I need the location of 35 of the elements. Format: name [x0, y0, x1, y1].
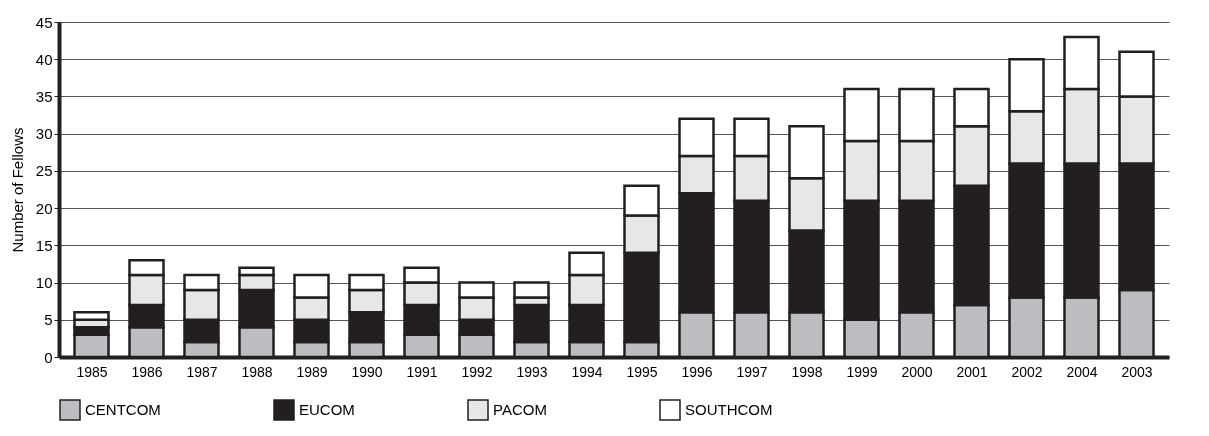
- x-tick-label: 1991: [406, 363, 438, 380]
- legend-label: PACOM: [493, 401, 547, 418]
- x-tick-label: 1988: [241, 363, 273, 380]
- x-tick-label: 1997: [736, 363, 768, 380]
- y-tick-label: 0: [44, 348, 53, 366]
- x-tick-label: 1993: [516, 363, 548, 380]
- x-tick-label: 1990: [351, 363, 383, 380]
- x-tick-label: 1986: [131, 363, 163, 380]
- y-tick-label: 35: [35, 87, 53, 105]
- x-tick-label: 1989: [296, 363, 328, 380]
- y-tick-label: 20: [35, 199, 53, 217]
- y-tick-label: 30: [35, 125, 53, 143]
- x-tick-label: 1985: [76, 363, 108, 380]
- y-tick-label: 5: [44, 311, 53, 329]
- x-tick-label: 2002: [1011, 363, 1043, 380]
- y-tick-label: 25: [35, 162, 53, 180]
- legend-label: SOUTHCOM: [685, 401, 773, 418]
- y-tick-label: 45: [35, 13, 53, 31]
- x-tick-label: 1992: [461, 363, 493, 380]
- x-tick-label: 2001: [956, 363, 988, 380]
- x-tick-label: 2004: [1066, 363, 1098, 380]
- y-tick-label: 10: [35, 274, 53, 292]
- x-tick-label: 1998: [791, 363, 823, 380]
- x-tick-label: 1999: [846, 363, 878, 380]
- x-tick-label: 2003: [1121, 363, 1153, 380]
- x-tick-label: 1996: [681, 363, 713, 380]
- y-axis-title: Number of Fellows: [8, 127, 26, 253]
- y-tick-label: 40: [35, 50, 53, 68]
- legend-label: CENTCOM: [85, 401, 161, 418]
- y-tick-label: 15: [35, 236, 53, 254]
- x-tick-label: 1994: [571, 363, 603, 380]
- x-tick-label: 1995: [626, 363, 658, 380]
- legend-label: EUCOM: [299, 401, 355, 418]
- x-tick-label: 2000: [901, 363, 933, 380]
- x-tick-label: 1987: [186, 363, 218, 380]
